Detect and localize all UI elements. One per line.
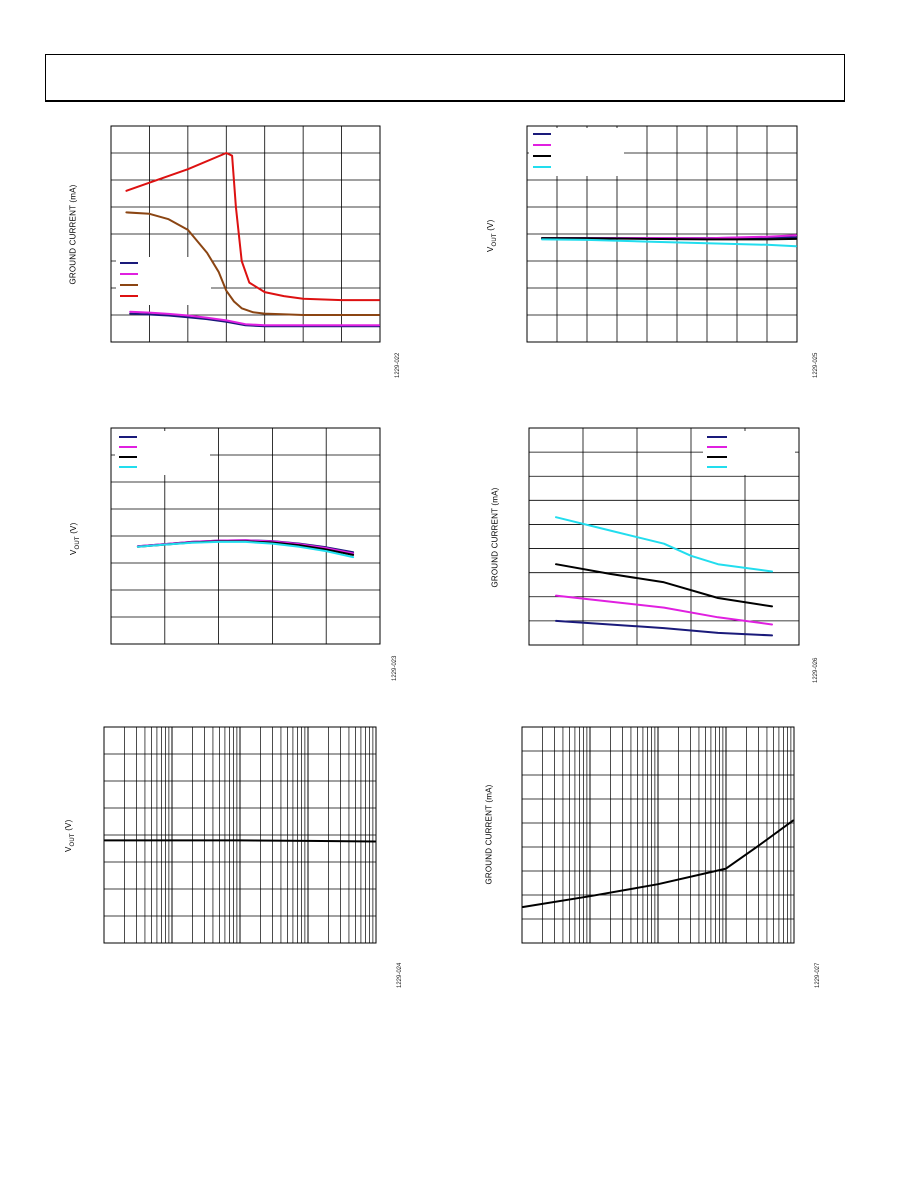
chart1-figure-id: 1229-022: [395, 352, 401, 378]
chart3-series-line: [136, 540, 355, 556]
chart5-ylabel: VOUT (V): [64, 819, 76, 853]
chart4-series-line: [555, 619, 773, 637]
chart1-legend-panel: [116, 257, 211, 305]
page-header-box: [45, 54, 845, 102]
chart1-plot-frame: [110, 125, 381, 343]
chart2-series-line: [541, 238, 797, 248]
chart1-series-line: [129, 310, 380, 327]
chart6-plot-frame: [521, 726, 795, 944]
chart5-plot-frame: [103, 726, 377, 944]
chart2-series-line: [541, 236, 797, 240]
chart1-series-line: [125, 152, 380, 302]
chart4-plot-frame: [528, 427, 800, 646]
chart4-series-line: [555, 516, 773, 573]
chart3-series-line: [136, 540, 355, 559]
chart4-ylabel: GROUND CURRENT (mA): [490, 487, 500, 588]
chart2-legend-panel: [529, 128, 624, 176]
chart2-plot-frame: [526, 125, 798, 343]
chart3-ylabel: VOUT (V): [69, 522, 81, 556]
chart2-ylabel: VOUT (V): [486, 219, 498, 253]
chart4-figure-id: 1229-026: [813, 657, 819, 683]
chart4-legend-panel: [703, 431, 795, 475]
chart6-figure-id: 1229-027: [815, 962, 821, 988]
chart2-figure-id: 1229-025: [813, 352, 819, 378]
chart3-legend-panel: [115, 431, 210, 475]
chart1-ylabel: GROUND CURRENT (mA): [68, 184, 78, 285]
chart3-series-line: [136, 539, 355, 555]
chart6-ylabel: GROUND CURRENT (mA): [484, 784, 494, 885]
chart5-figure-id: 1229-024: [397, 962, 403, 988]
chart3-series-line: [136, 539, 355, 554]
chart6-series-line: [522, 819, 794, 908]
chart4-series-line: [555, 563, 773, 608]
chart4-series-line: [555, 594, 773, 626]
chart1-series-line: [125, 211, 380, 316]
chart3-plot-frame: [110, 427, 381, 645]
chart5-series-line: [104, 839, 376, 843]
chart2-series-line: [541, 237, 797, 241]
chart3-figure-id: 1229-023: [392, 655, 398, 681]
chart1-series-line: [129, 312, 380, 328]
chart2-series-line: [541, 234, 797, 240]
